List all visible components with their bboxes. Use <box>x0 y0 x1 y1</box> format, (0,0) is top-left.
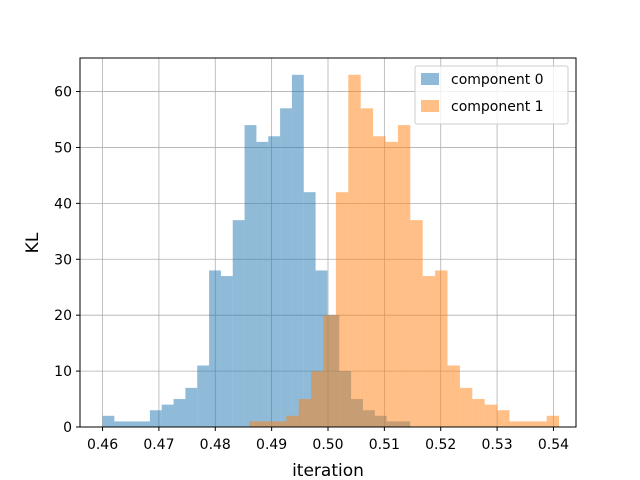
histogram-bar-component-1 <box>534 421 547 427</box>
y-tick-label: 60 <box>54 85 72 101</box>
legend: component 0 component 1 <box>414 65 569 125</box>
histogram-bar-component-1 <box>335 192 349 427</box>
legend-label-component-0: component 0 <box>451 72 544 88</box>
x-tick-label: 0.48 <box>200 437 231 453</box>
histogram-bar-component-0 <box>173 399 186 427</box>
histogram-bar-component-0 <box>197 365 210 427</box>
histogram-bar-component-0 <box>315 270 328 427</box>
histogram-bar-component-0 <box>220 276 233 427</box>
histogram-bar-component-0 <box>209 270 221 427</box>
x-axis-title: iteration <box>292 461 364 480</box>
histogram-bar-component-1 <box>261 421 274 427</box>
histogram-bar-component-1 <box>311 371 324 427</box>
y-tick-label: 30 <box>54 252 72 268</box>
x-tick-label: 0.49 <box>256 437 287 453</box>
histogram-bar-component-1 <box>521 421 535 427</box>
histogram-bar-component-0 <box>256 141 269 427</box>
x-axis: 0.46 0.47 0.48 0.49 0.50 0.51 0.52 0.53 0.54 <box>87 427 569 453</box>
histogram-bar-component-1 <box>373 136 386 428</box>
histogram-bar-component-1 <box>422 276 436 427</box>
histogram-bar-component-1 <box>397 125 411 427</box>
y-tick-label: 40 <box>54 196 72 212</box>
histogram-bar-component-0 <box>268 136 281 428</box>
histogram-bar-component-1 <box>249 421 262 427</box>
bars <box>102 74 560 428</box>
histogram-bar-component-1 <box>323 315 336 427</box>
histogram-bar-component-0 <box>291 74 304 427</box>
x-tick-label: 0.51 <box>369 437 400 453</box>
x-tick-label: 0.46 <box>87 437 118 453</box>
histogram-bar-component-0 <box>185 387 198 427</box>
histogram-bar-component-0 <box>126 421 139 427</box>
histogram-bar-component-1 <box>447 365 460 427</box>
x-tick-label: 0.47 <box>143 437 174 453</box>
histogram-bar-component-1 <box>410 220 423 427</box>
y-axis-title: KL <box>23 232 43 253</box>
y-tick-label: 50 <box>54 140 72 156</box>
histogram-bar-component-1 <box>459 387 473 427</box>
histogram-bar-component-0 <box>114 421 127 427</box>
x-tick-label: 0.54 <box>538 437 569 453</box>
histogram-bar-component-0 <box>232 220 245 427</box>
histogram-bar-component-0 <box>138 421 150 427</box>
histogram-bar-component-1 <box>546 415 560 427</box>
y-axis: 0 10 20 30 40 50 60 <box>54 85 80 436</box>
histogram-bar-component-1 <box>348 74 361 427</box>
histogram-bar-component-1 <box>273 421 287 427</box>
histogram-bar-component-0 <box>149 410 162 427</box>
histogram-bar-component-1 <box>298 399 312 427</box>
histogram-bar-component-1 <box>472 399 485 427</box>
histogram-bar-component-1 <box>509 421 522 427</box>
histogram-bar-component-1 <box>497 410 510 427</box>
legend-frame <box>414 65 569 125</box>
legend-swatch-component-0 <box>421 73 439 85</box>
x-tick-label: 0.50 <box>312 437 343 453</box>
legend-swatch-component-1 <box>421 100 439 112</box>
legend-label-component-1: component 1 <box>451 99 544 115</box>
histogram-bar-component-1 <box>360 108 374 428</box>
histogram-bar-component-0 <box>280 108 292 428</box>
histogram-bar-component-1 <box>484 404 498 427</box>
x-tick-label: 0.53 <box>482 437 513 453</box>
x-tick-label: 0.52 <box>425 437 456 453</box>
histogram-bar-component-1 <box>435 270 448 427</box>
histogram-bar-component-0 <box>102 415 115 427</box>
y-tick-label: 20 <box>54 308 72 324</box>
histogram-bar-component-1 <box>385 141 398 427</box>
histogram-bar-component-0 <box>161 404 174 427</box>
histogram-bar-component-0 <box>244 125 257 427</box>
y-tick-label: 0 <box>63 420 72 436</box>
histogram-bar-component-1 <box>286 415 299 427</box>
histogram-bar-component-0 <box>303 192 316 427</box>
y-tick-label: 10 <box>54 364 72 380</box>
